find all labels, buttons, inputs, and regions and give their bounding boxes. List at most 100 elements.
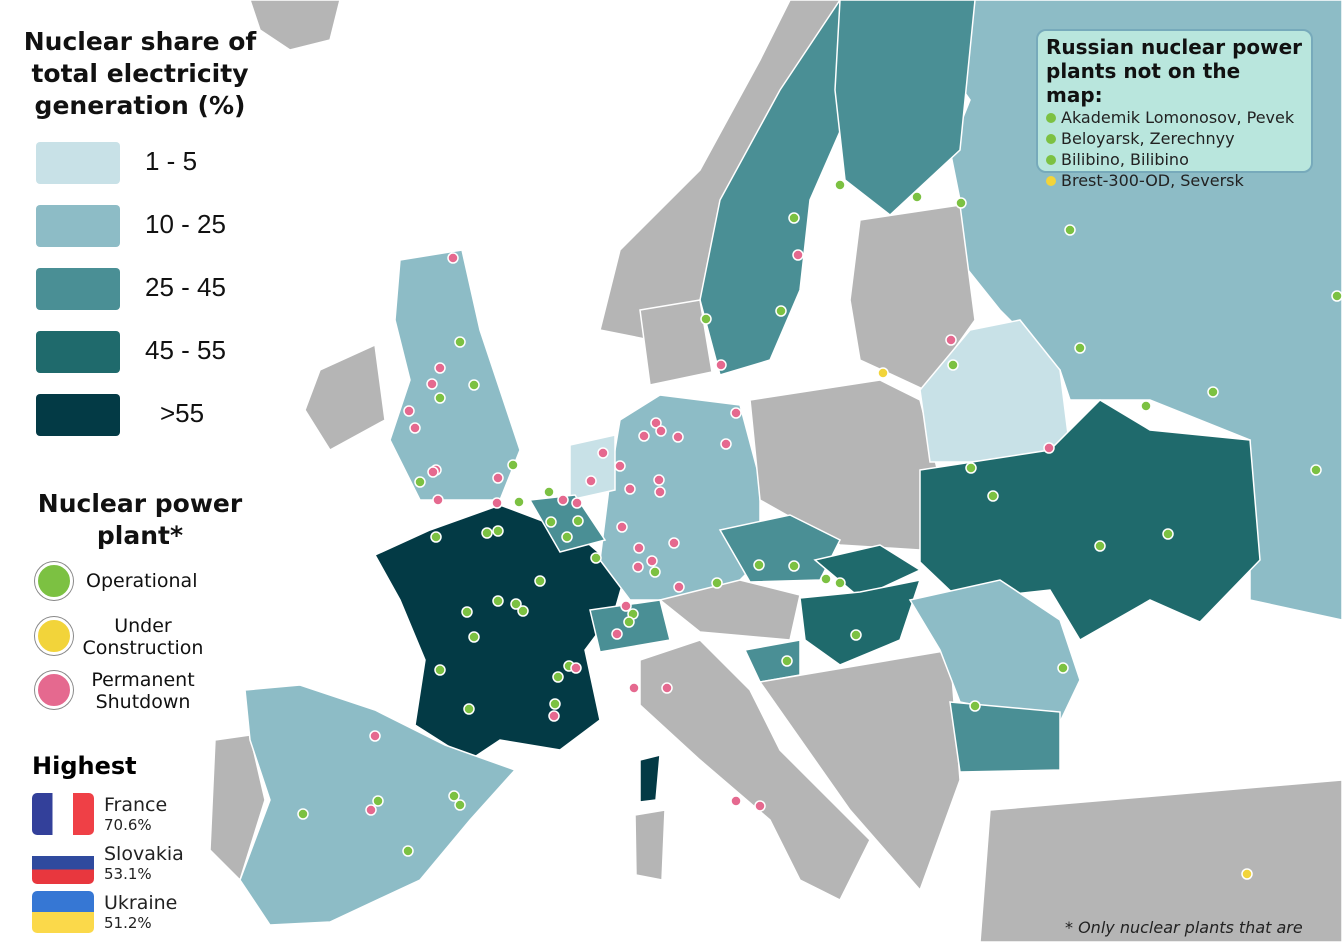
- plant-marker[interactable]: [911, 191, 923, 203]
- plant-marker[interactable]: [730, 795, 742, 807]
- plant-marker[interactable]: [620, 600, 632, 612]
- plant-marker[interactable]: [461, 606, 473, 618]
- plant-marker[interactable]: [877, 367, 889, 379]
- plant-marker[interactable]: [1094, 540, 1106, 552]
- plant-marker[interactable]: [672, 431, 684, 443]
- plant-marker[interactable]: [549, 698, 561, 710]
- plant-marker[interactable]: [297, 808, 309, 820]
- plant-marker[interactable]: [481, 527, 493, 539]
- plant-marker[interactable]: [430, 531, 442, 543]
- plant-marker[interactable]: [432, 494, 444, 506]
- plant-marker[interactable]: [426, 378, 438, 390]
- plant-marker[interactable]: [454, 799, 466, 811]
- plant-marker[interactable]: [947, 359, 959, 371]
- plant-marker[interactable]: [788, 212, 800, 224]
- plant-marker[interactable]: [492, 472, 504, 484]
- plant-marker[interactable]: [492, 525, 504, 537]
- plant-marker[interactable]: [700, 313, 712, 325]
- plant-marker[interactable]: [570, 662, 582, 674]
- plant-marker[interactable]: [1057, 662, 1069, 674]
- plant-marker[interactable]: [650, 417, 662, 429]
- plant-marker[interactable]: [775, 305, 787, 317]
- plant-marker[interactable]: [517, 605, 529, 617]
- plant-marker[interactable]: [492, 595, 504, 607]
- plant-marker[interactable]: [638, 430, 650, 442]
- plant-marker[interactable]: [409, 422, 421, 434]
- plant-marker[interactable]: [792, 249, 804, 261]
- plant-marker[interactable]: [655, 425, 667, 437]
- plant-marker[interactable]: [434, 392, 446, 404]
- plant-marker[interactable]: [753, 559, 765, 571]
- plant-marker[interactable]: [510, 598, 522, 610]
- plant-marker[interactable]: [403, 405, 415, 417]
- plant-marker[interactable]: [597, 447, 609, 459]
- plant-marker[interactable]: [614, 460, 626, 472]
- plant-marker[interactable]: [585, 475, 597, 487]
- plant-marker[interactable]: [624, 483, 636, 495]
- plant-marker[interactable]: [1207, 386, 1219, 398]
- plant-marker[interactable]: [561, 531, 573, 543]
- plant-marker[interactable]: [616, 521, 628, 533]
- plant-marker[interactable]: [955, 197, 967, 209]
- plant-marker[interactable]: [557, 494, 569, 506]
- plant-marker[interactable]: [654, 486, 666, 498]
- plant-marker[interactable]: [434, 664, 446, 676]
- plant-marker[interactable]: [633, 542, 645, 554]
- plant-marker[interactable]: [402, 845, 414, 857]
- plant-marker[interactable]: [649, 566, 661, 578]
- plant-marker[interactable]: [434, 362, 446, 374]
- plant-marker[interactable]: [611, 628, 623, 640]
- plant-marker[interactable]: [661, 682, 673, 694]
- plant-marker[interactable]: [987, 490, 999, 502]
- plant-marker[interactable]: [468, 379, 480, 391]
- plant-marker[interactable]: [448, 790, 460, 802]
- plant-marker[interactable]: [513, 496, 525, 508]
- plant-marker[interactable]: [1074, 342, 1086, 354]
- plant-marker[interactable]: [781, 655, 793, 667]
- plant-marker[interactable]: [632, 561, 644, 573]
- plant-marker[interactable]: [1241, 868, 1253, 880]
- plant-marker[interactable]: [590, 552, 602, 564]
- plant-marker[interactable]: [646, 555, 658, 567]
- plant-marker[interactable]: [730, 407, 742, 419]
- plant-marker[interactable]: [715, 359, 727, 371]
- plant-marker[interactable]: [545, 516, 557, 528]
- plant-marker[interactable]: [720, 438, 732, 450]
- plant-marker[interactable]: [369, 730, 381, 742]
- plant-marker[interactable]: [628, 682, 640, 694]
- plant-marker[interactable]: [1310, 464, 1322, 476]
- plant-marker[interactable]: [447, 252, 459, 264]
- plant-marker[interactable]: [491, 497, 503, 509]
- plant-marker[interactable]: [552, 671, 564, 683]
- plant-marker[interactable]: [673, 581, 685, 593]
- plant-marker[interactable]: [548, 710, 560, 722]
- plant-marker[interactable]: [1064, 224, 1076, 236]
- plant-marker[interactable]: [834, 577, 846, 589]
- plant-marker[interactable]: [507, 459, 519, 471]
- plant-marker[interactable]: [820, 573, 832, 585]
- plant-marker[interactable]: [1162, 528, 1174, 540]
- plant-marker[interactable]: [668, 537, 680, 549]
- plant-marker[interactable]: [571, 497, 583, 509]
- plant-marker[interactable]: [1140, 400, 1152, 412]
- plant-marker[interactable]: [834, 179, 846, 191]
- plant-marker[interactable]: [945, 334, 957, 346]
- plant-marker[interactable]: [414, 476, 426, 488]
- plant-marker[interactable]: [427, 466, 439, 478]
- plant-marker[interactable]: [365, 804, 377, 816]
- plant-marker[interactable]: [543, 486, 555, 498]
- plant-marker[interactable]: [372, 795, 384, 807]
- plant-marker[interactable]: [623, 616, 635, 628]
- plant-marker[interactable]: [463, 703, 475, 715]
- plant-marker[interactable]: [965, 462, 977, 474]
- plant-marker[interactable]: [454, 336, 466, 348]
- plant-marker[interactable]: [788, 560, 800, 572]
- plant-marker[interactable]: [468, 631, 480, 643]
- plant-marker[interactable]: [850, 629, 862, 641]
- plant-marker[interactable]: [1043, 442, 1055, 454]
- plant-marker[interactable]: [754, 800, 766, 812]
- plant-marker[interactable]: [653, 474, 665, 486]
- plant-marker[interactable]: [711, 577, 723, 589]
- plant-marker[interactable]: [534, 575, 546, 587]
- plant-marker[interactable]: [572, 515, 584, 527]
